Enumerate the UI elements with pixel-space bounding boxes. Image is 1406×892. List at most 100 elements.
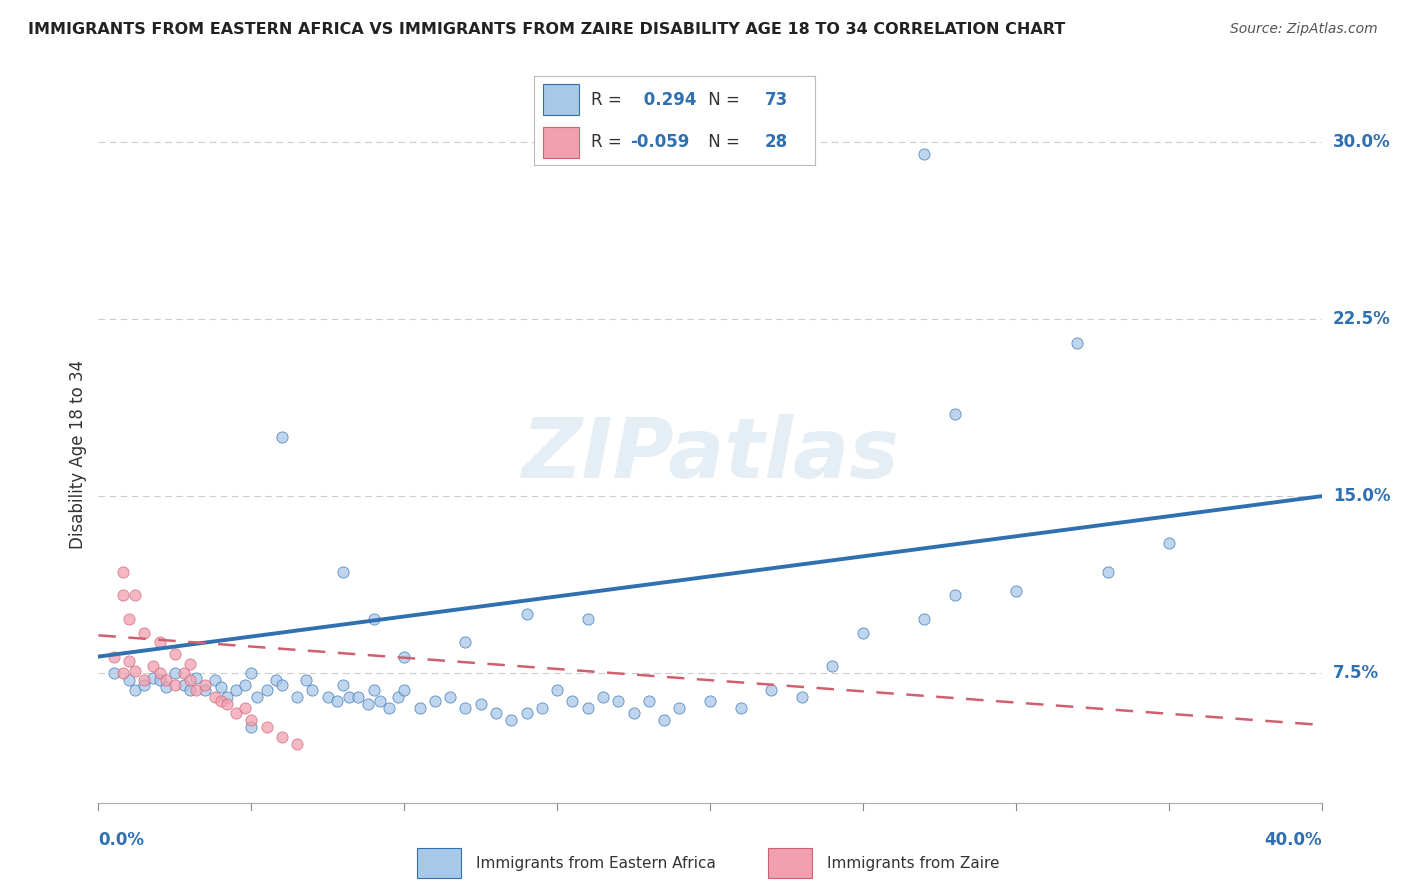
Point xyxy=(439,690,461,704)
Point xyxy=(363,612,385,626)
Point xyxy=(295,673,318,688)
Point xyxy=(485,706,508,721)
Point xyxy=(215,690,238,704)
Point xyxy=(270,678,292,692)
Point xyxy=(155,673,177,688)
Point xyxy=(103,666,125,681)
Y-axis label: Disability Age 18 to 34: Disability Age 18 to 34 xyxy=(69,360,87,549)
Point xyxy=(194,678,217,692)
Point xyxy=(516,706,538,721)
Point xyxy=(852,626,875,640)
Point xyxy=(111,565,134,579)
Point xyxy=(264,673,287,688)
Point xyxy=(118,612,141,626)
Point xyxy=(576,612,599,626)
Point xyxy=(194,682,217,697)
Point xyxy=(118,654,141,668)
Point xyxy=(730,701,752,715)
Point xyxy=(392,649,416,664)
Point xyxy=(111,588,134,602)
Point xyxy=(285,737,308,751)
Point xyxy=(326,694,349,708)
Point xyxy=(149,666,172,681)
Text: R =: R = xyxy=(591,133,627,151)
Point xyxy=(623,706,645,721)
Point xyxy=(1004,583,1026,598)
Point xyxy=(142,659,165,673)
Point xyxy=(301,682,323,697)
FancyBboxPatch shape xyxy=(543,127,579,158)
Text: 0.0%: 0.0% xyxy=(98,831,145,849)
Point xyxy=(111,666,134,681)
Point xyxy=(530,701,553,715)
Point xyxy=(332,565,354,579)
Point xyxy=(912,612,935,626)
Point xyxy=(368,694,391,708)
Point xyxy=(943,407,966,421)
Point xyxy=(173,666,195,681)
Point xyxy=(173,678,195,692)
Text: 40.0%: 40.0% xyxy=(1264,831,1322,849)
Point xyxy=(163,678,186,692)
FancyBboxPatch shape xyxy=(543,84,579,115)
Point xyxy=(186,671,208,685)
Text: R =: R = xyxy=(591,91,627,109)
Point xyxy=(363,682,385,697)
Point xyxy=(607,694,630,708)
Text: 73: 73 xyxy=(765,91,789,109)
Point xyxy=(179,682,201,697)
Point xyxy=(246,690,269,704)
Point xyxy=(470,697,492,711)
Point xyxy=(912,147,935,161)
Point xyxy=(134,626,156,640)
Text: -0.059: -0.059 xyxy=(630,133,689,151)
Point xyxy=(240,713,263,727)
Point xyxy=(124,664,146,678)
Text: 15.0%: 15.0% xyxy=(1333,487,1391,505)
Point xyxy=(821,659,844,673)
Point xyxy=(501,713,523,727)
Point xyxy=(215,697,238,711)
Point xyxy=(209,694,232,708)
Point xyxy=(118,673,141,688)
FancyBboxPatch shape xyxy=(418,847,461,879)
Point xyxy=(149,635,172,649)
Point xyxy=(256,682,278,697)
Text: 0.294: 0.294 xyxy=(638,91,697,109)
Point xyxy=(759,682,782,697)
Point xyxy=(790,690,813,704)
Text: N =: N = xyxy=(703,91,745,109)
Point xyxy=(233,701,256,715)
Point xyxy=(392,682,416,697)
Text: 30.0%: 30.0% xyxy=(1333,134,1391,152)
Text: Immigrants from Zaire: Immigrants from Zaire xyxy=(827,855,1000,871)
Point xyxy=(163,666,186,681)
Text: 7.5%: 7.5% xyxy=(1333,664,1379,682)
Point xyxy=(1157,536,1180,550)
Point xyxy=(943,588,966,602)
Point xyxy=(240,720,263,734)
Text: Immigrants from Eastern Africa: Immigrants from Eastern Africa xyxy=(475,855,716,871)
Point xyxy=(408,701,430,715)
Point xyxy=(149,673,172,688)
Point xyxy=(134,678,156,692)
Point xyxy=(592,690,614,704)
Point xyxy=(316,690,339,704)
Point xyxy=(1097,565,1119,579)
Point xyxy=(347,690,370,704)
Point xyxy=(668,701,690,715)
Text: 22.5%: 22.5% xyxy=(1333,310,1391,328)
Point xyxy=(337,690,360,704)
Point xyxy=(270,430,292,444)
Point xyxy=(332,678,354,692)
Point xyxy=(546,682,568,697)
Point xyxy=(103,649,125,664)
Point xyxy=(454,635,477,649)
Point xyxy=(516,607,538,621)
Point xyxy=(186,682,208,697)
Point xyxy=(204,690,226,704)
FancyBboxPatch shape xyxy=(768,847,813,879)
Point xyxy=(387,690,409,704)
Point xyxy=(225,682,247,697)
Point xyxy=(233,678,256,692)
